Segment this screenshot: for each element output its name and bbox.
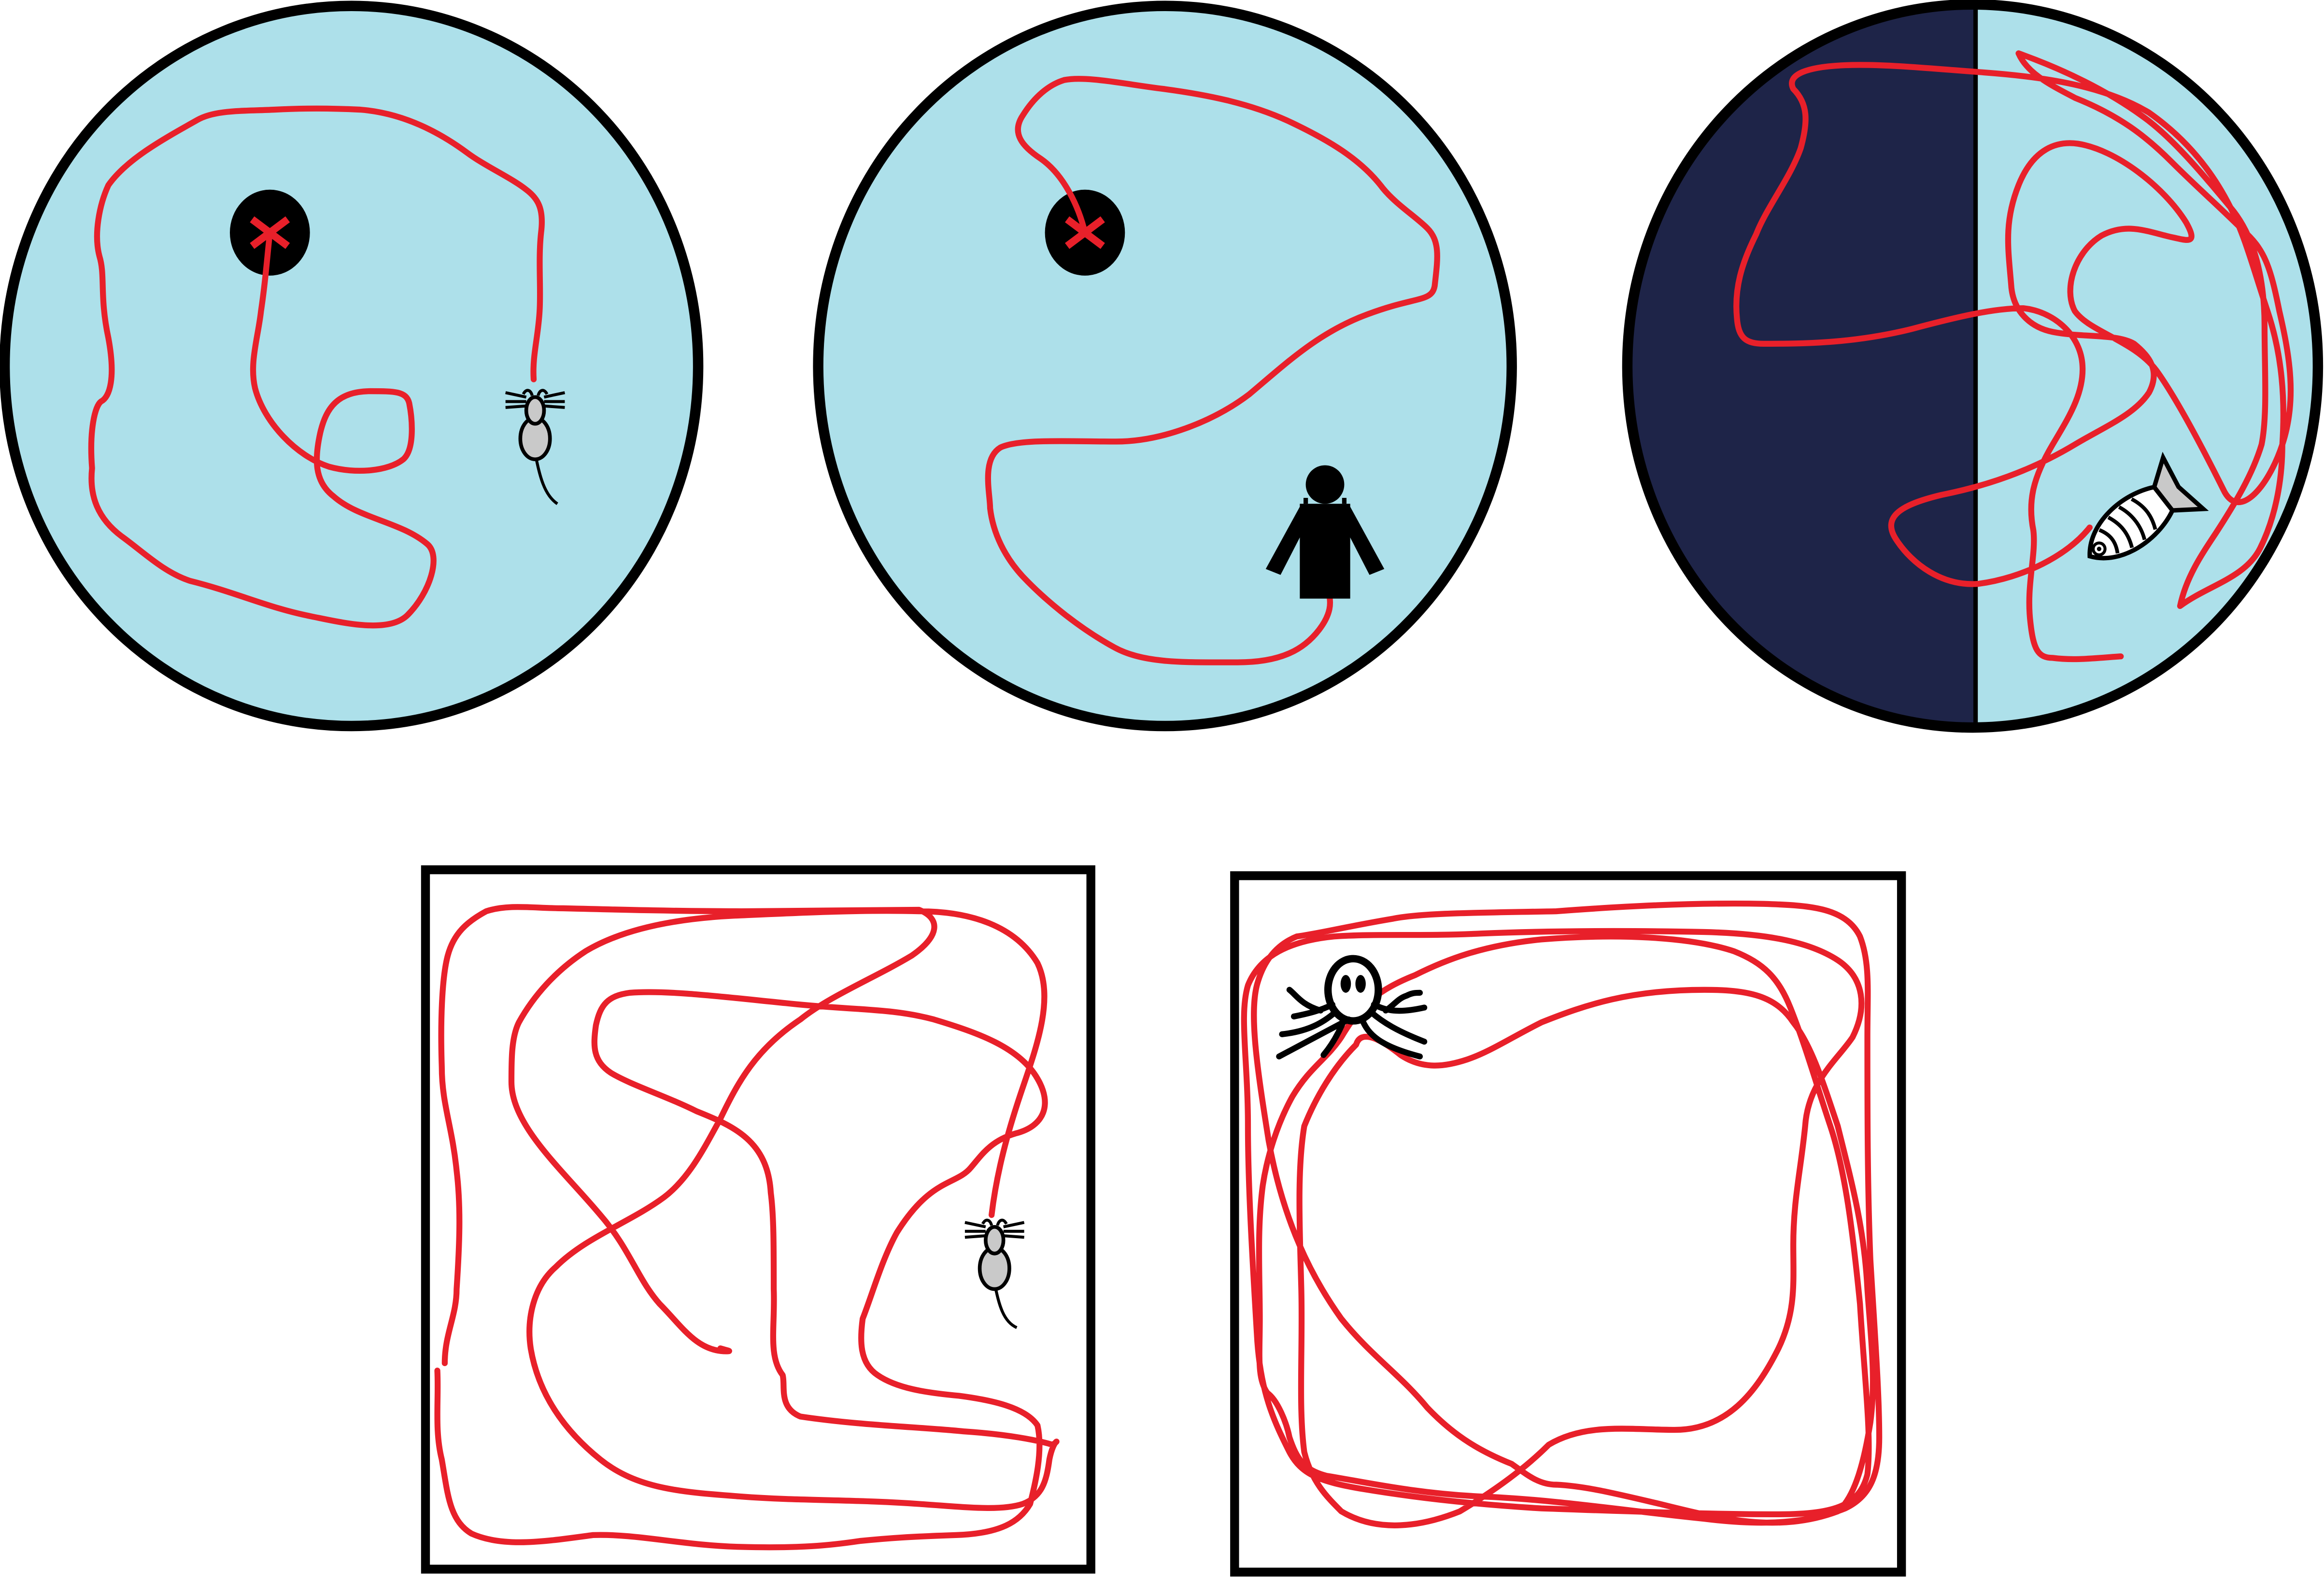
panel-4-mouse-open-field [425,870,1091,1569]
panel-2-human-pool [818,6,1512,726]
arena-4 [425,870,1091,1569]
pool-2 [818,6,1512,726]
panel-1-mouse-pool [5,6,698,726]
pool-1 [5,6,698,726]
panel-3-fish-light-dark [1615,0,2324,741]
panel-5-octopus-open-field [1234,875,1901,1572]
dark-zone [1615,0,1976,741]
